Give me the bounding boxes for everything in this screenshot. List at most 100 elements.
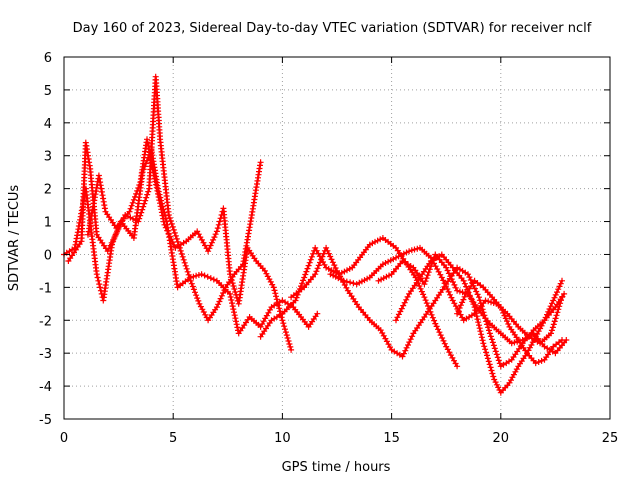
data-point-marker xyxy=(127,205,134,212)
data-point-marker xyxy=(489,339,496,346)
data-point-marker xyxy=(347,279,354,286)
data-point-marker xyxy=(511,339,518,346)
data-point-marker xyxy=(494,354,501,361)
data-point-marker xyxy=(452,284,459,291)
data-point-marker xyxy=(467,277,474,283)
data-point-marker xyxy=(93,271,100,278)
data-point-marker xyxy=(532,360,539,367)
data-point-marker xyxy=(320,250,327,257)
data-point-marker xyxy=(313,268,320,275)
data-point-marker xyxy=(323,244,330,251)
chart-title: Day 160 of 2023, Sidereal Day-to-day VTE… xyxy=(73,21,592,36)
data-point-marker xyxy=(460,296,467,303)
data-point-marker xyxy=(141,200,148,207)
data-point-marker xyxy=(441,280,448,287)
data-point-marker xyxy=(227,271,233,278)
data-point-marker xyxy=(436,329,443,336)
axis-ticks xyxy=(63,56,611,420)
data-point-marker xyxy=(185,271,192,278)
data-point-marker xyxy=(482,346,489,353)
data-point-marker xyxy=(165,212,172,218)
data-point-marker xyxy=(159,212,166,219)
y-tick-label: 4 xyxy=(44,117,52,132)
data-point-marker xyxy=(475,319,482,326)
data-point-marker xyxy=(186,274,193,281)
data-point-marker xyxy=(423,300,430,307)
data-point-marker xyxy=(495,357,502,364)
y-tick-label: -1 xyxy=(39,281,52,296)
data-point-marker xyxy=(305,262,312,269)
data-point-marker xyxy=(380,275,387,282)
data-point-marker xyxy=(182,262,189,269)
y-tick-label: 6 xyxy=(44,51,52,66)
data-point-marker xyxy=(429,314,436,321)
data-point-marker xyxy=(138,209,145,216)
data-point-marker xyxy=(210,276,217,283)
data-point-marker xyxy=(140,203,147,210)
data-point-marker xyxy=(554,289,560,296)
data-point-marker xyxy=(107,242,114,249)
data-point-marker xyxy=(145,188,152,195)
data-point-marker xyxy=(471,304,478,311)
data-point-marker xyxy=(195,297,202,304)
data-point-marker xyxy=(95,277,102,284)
grid xyxy=(64,57,610,419)
data-point-marker xyxy=(432,320,439,327)
data-point-marker xyxy=(90,203,97,210)
data-point-marker xyxy=(195,272,202,278)
x-tick-labels: 0 5 10 15 20 25 xyxy=(60,431,618,446)
y-tick-label: -2 xyxy=(39,314,52,329)
data-point-marker xyxy=(400,250,407,257)
data-point-marker xyxy=(476,325,483,332)
data-point-marker xyxy=(459,299,466,306)
data-point-marker xyxy=(493,351,500,358)
data-point-marker xyxy=(350,280,357,287)
data-point-marker xyxy=(207,242,214,249)
data-point-marker xyxy=(485,324,492,331)
data-point-marker xyxy=(283,332,290,339)
data-point-marker xyxy=(505,321,512,327)
data-point-marker xyxy=(476,294,482,301)
data-point-marker xyxy=(284,335,291,341)
data-point-marker xyxy=(488,299,494,306)
data-point-marker xyxy=(423,275,430,282)
data-point-marker xyxy=(487,364,494,371)
data-point-marker xyxy=(535,359,542,365)
data-point-marker xyxy=(94,274,101,281)
data-point-marker xyxy=(215,301,222,308)
data-point-marker xyxy=(553,312,560,319)
data-point-marker xyxy=(314,310,321,317)
y-tick-label: 1 xyxy=(44,216,52,231)
data-point-marker xyxy=(171,229,178,236)
data-point-marker xyxy=(231,312,238,319)
data-point-marker xyxy=(424,272,431,279)
data-point-marker xyxy=(485,358,492,365)
data-point-marker xyxy=(364,275,371,282)
data-point-marker xyxy=(488,336,495,343)
data-point-marker xyxy=(111,234,118,241)
data-point-marker xyxy=(327,253,334,260)
data-point-marker xyxy=(130,196,137,203)
data-point-marker xyxy=(490,342,497,349)
data-point-marker xyxy=(555,286,562,293)
data-point-marker xyxy=(288,346,295,353)
data-point-marker xyxy=(310,250,316,257)
data-point-marker xyxy=(218,292,225,299)
data-point-marker xyxy=(552,291,559,298)
data-point-marker xyxy=(135,218,142,225)
data-point-marker xyxy=(135,185,142,191)
data-point-marker xyxy=(315,262,322,269)
data-point-marker xyxy=(549,324,556,331)
series-track-3 xyxy=(85,136,295,353)
data-point-marker xyxy=(157,203,164,210)
y-tick-label: -3 xyxy=(39,347,52,362)
data-point-marker xyxy=(149,162,156,169)
data-point-marker xyxy=(100,198,107,205)
data-point-marker xyxy=(181,259,188,266)
data-layer xyxy=(61,73,570,396)
data-point-marker xyxy=(421,294,428,301)
data-point-marker xyxy=(327,271,334,278)
data-point-marker xyxy=(303,268,310,275)
data-point-marker xyxy=(318,256,325,263)
data-point-marker xyxy=(411,246,418,253)
